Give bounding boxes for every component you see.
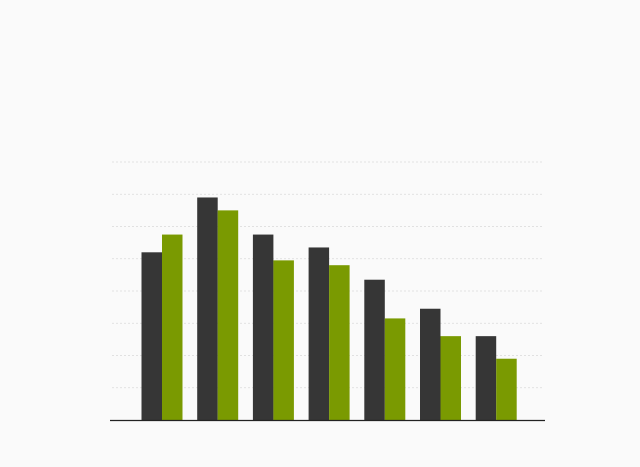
bar-series-1-category-1 (141, 252, 162, 420)
bar-series-1-category-5 (364, 279, 385, 420)
bar-series-1-category-7 (475, 336, 497, 420)
bar-series-2-category-7 (496, 358, 517, 420)
bars (141, 197, 517, 420)
bar-series-1-category-3 (252, 234, 274, 420)
bar-series-2-category-4 (329, 265, 350, 420)
bar-series-1-category-4 (308, 247, 330, 420)
bar-series-1-category-2 (197, 197, 218, 420)
bar-series-2-category-1 (162, 234, 183, 420)
bar-series-2-category-3 (273, 260, 294, 420)
bar-series-2-category-6 (440, 336, 461, 420)
bar-series-1-category-6 (420, 308, 441, 420)
bar-series-2-category-5 (384, 318, 406, 420)
bar-series-2-category-2 (217, 210, 239, 420)
